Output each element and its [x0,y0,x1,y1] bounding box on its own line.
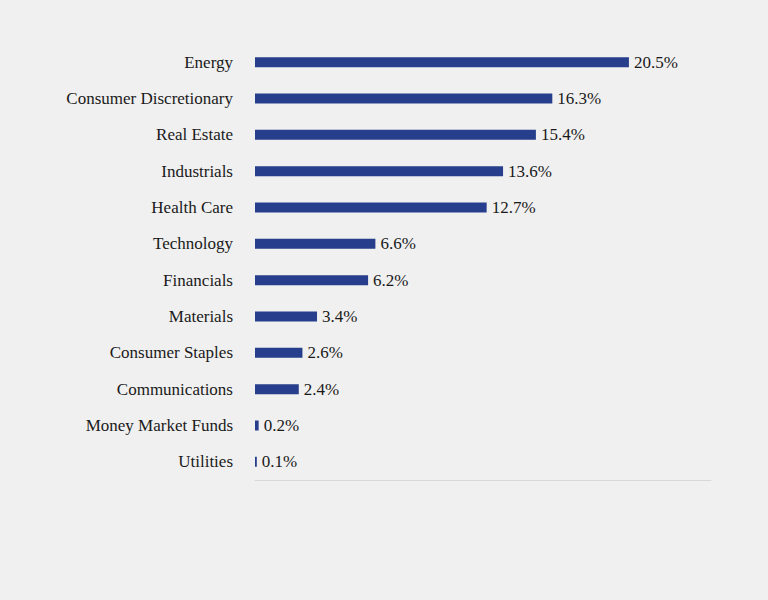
svg-text:Materials: Materials [169,307,233,326]
svg-text:16.3%: 16.3% [557,89,601,108]
svg-text:Financials: Financials [163,271,233,290]
svg-text:Communications: Communications [117,380,233,399]
svg-text:13.6%: 13.6% [508,162,552,181]
svg-text:0.1%: 0.1% [262,452,297,471]
svg-text:Consumer Staples: Consumer Staples [110,343,233,362]
svg-text:Utilities: Utilities [178,452,233,471]
svg-text:20.5%: 20.5% [634,53,678,72]
svg-text:15.4%: 15.4% [541,125,585,144]
svg-text:Real Estate: Real Estate [156,125,233,144]
svg-text:3.4%: 3.4% [322,307,357,326]
svg-text:Consumer Discretionary: Consumer Discretionary [66,89,233,108]
svg-text:6.6%: 6.6% [380,234,415,253]
svg-text:12.7%: 12.7% [492,198,536,217]
svg-text:2.6%: 2.6% [307,343,342,362]
svg-text:Health Care: Health Care [151,198,233,217]
svg-text:6.2%: 6.2% [373,271,408,290]
svg-text:Money Market Funds: Money Market Funds [86,416,233,435]
svg-text:Industrials: Industrials [161,162,233,181]
svg-text:Energy: Energy [184,53,233,72]
svg-text:Technology: Technology [153,234,234,253]
svg-text:2.4%: 2.4% [304,380,339,399]
svg-text:0.2%: 0.2% [264,416,299,435]
